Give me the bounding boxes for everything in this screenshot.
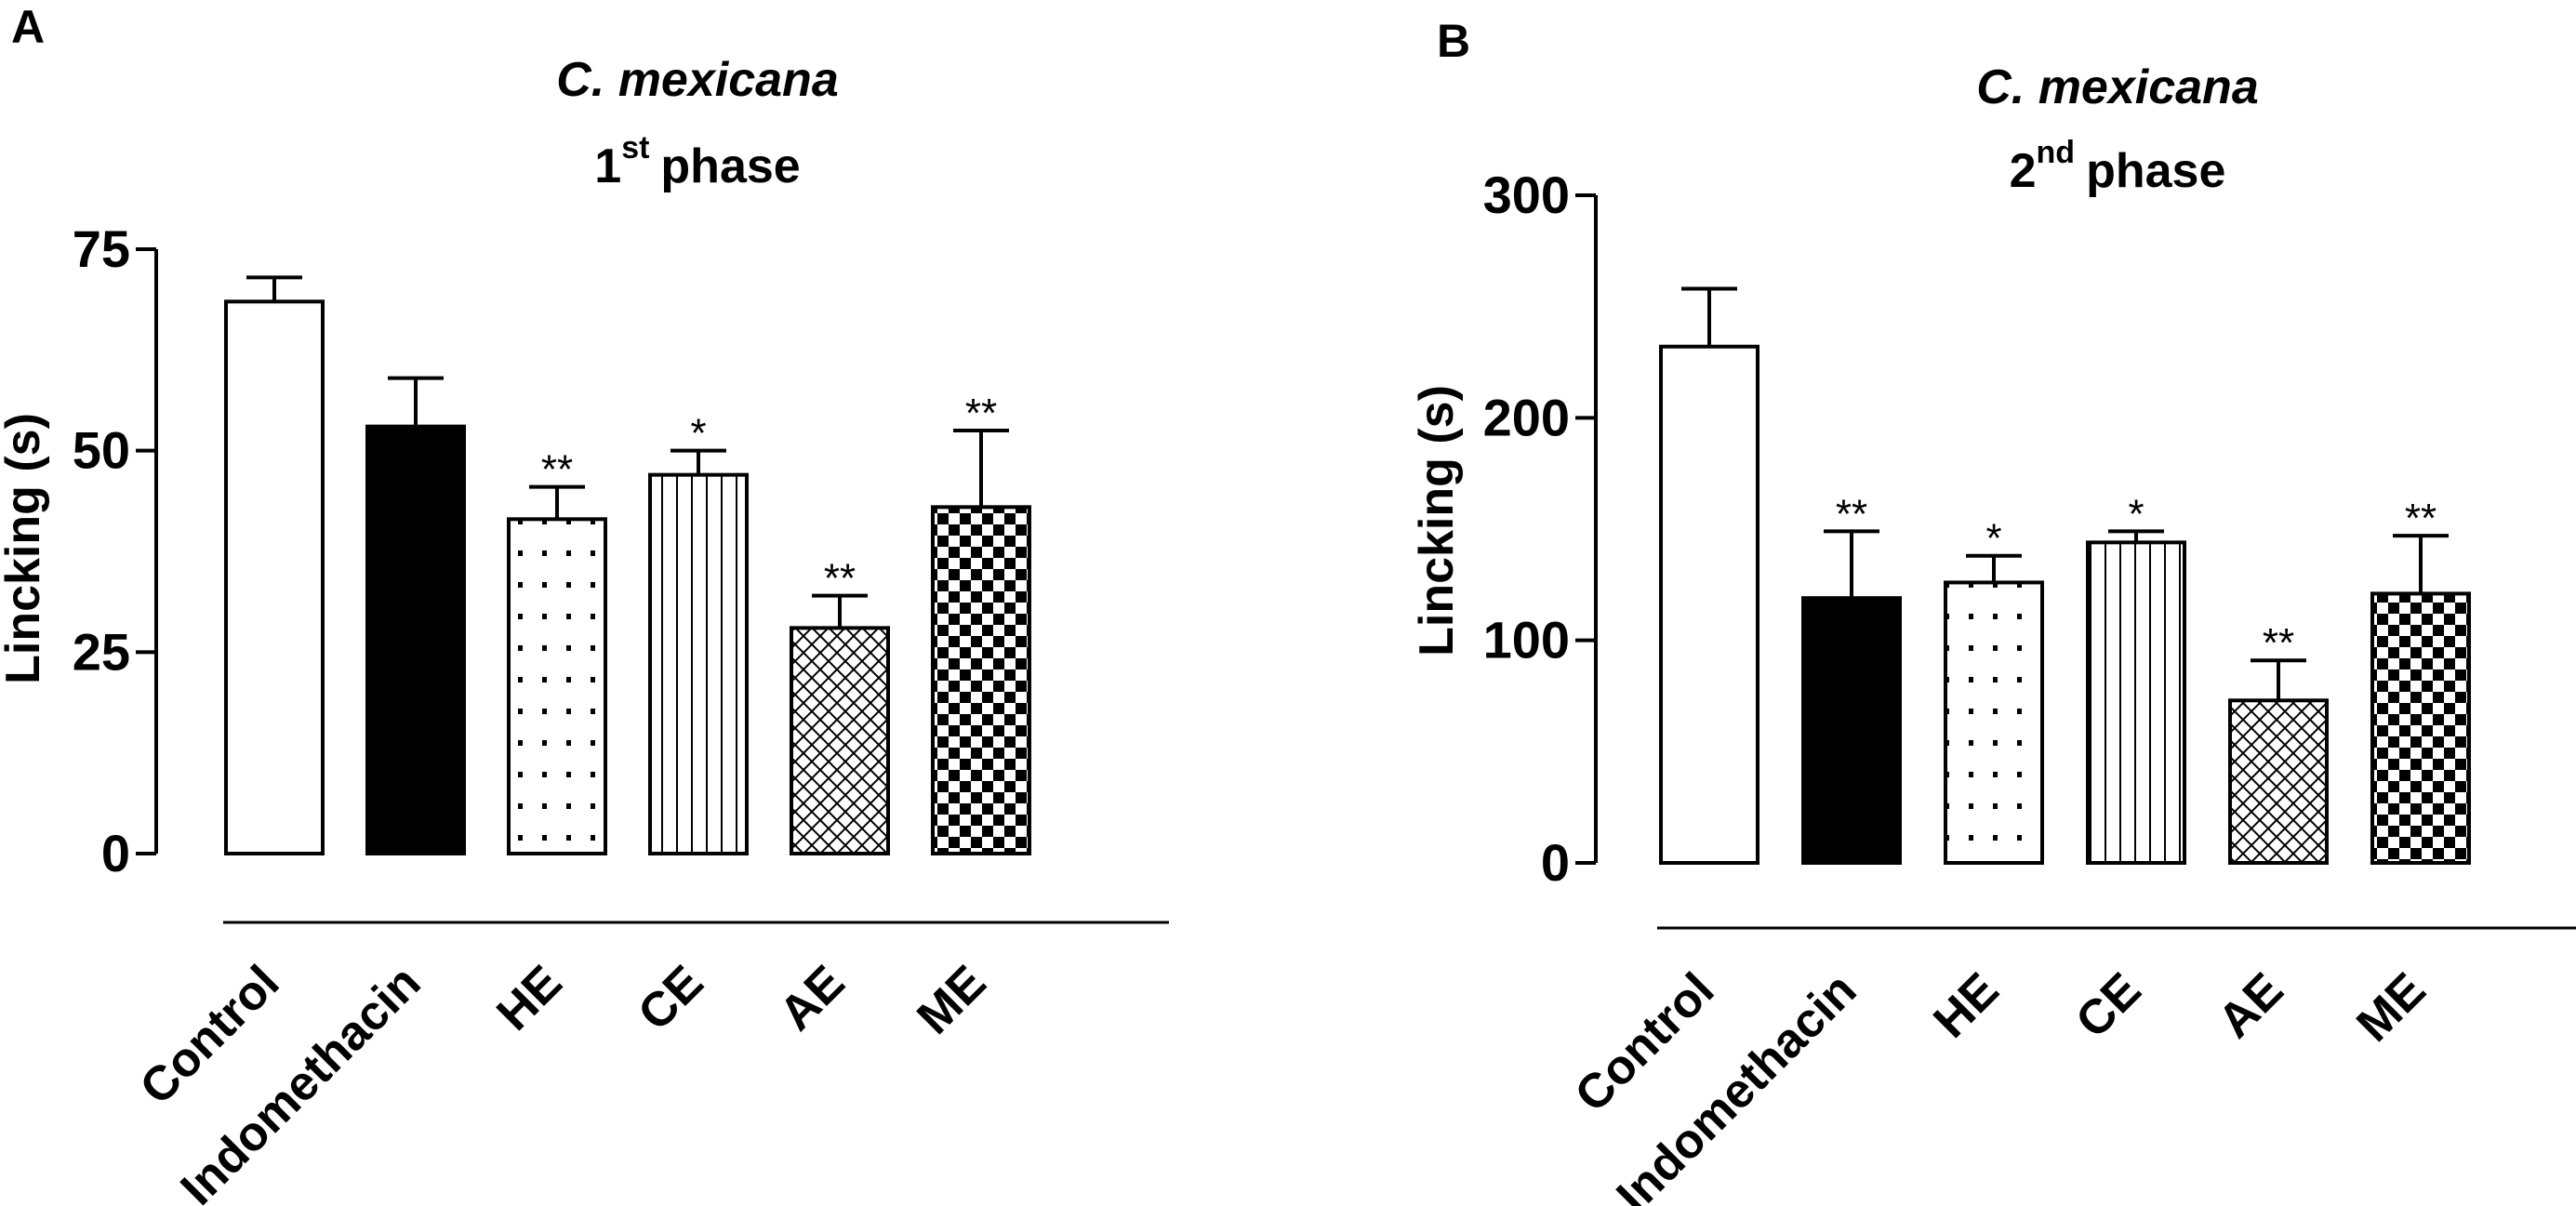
bar-ce — [2086, 540, 2186, 865]
significance-marker: ** — [965, 391, 997, 436]
panel-a-title-phase: 1st phase — [594, 130, 800, 193]
panel-a-label: A — [11, 1, 45, 53]
bar-he — [507, 517, 607, 855]
bar-me — [2370, 591, 2471, 865]
significance-marker: ** — [1836, 491, 1867, 537]
panel-b: B C. mexicana 2nd phase Lincking (s) — [1410, 15, 2259, 656]
bar-control — [1659, 344, 1759, 866]
panel-b-title-ordinal: 2 — [2010, 144, 2037, 198]
bar-control — [224, 299, 325, 856]
x-category-label: AE — [769, 955, 855, 1040]
y-tick-label: 75 — [73, 219, 130, 278]
significance-marker: ** — [2263, 620, 2294, 666]
panel-b-title-species: C. mexicana — [1976, 60, 2259, 114]
significance-marker: ** — [824, 556, 856, 602]
error-bar — [671, 448, 726, 475]
x-category-label: CE — [628, 955, 713, 1040]
significance-marker: * — [690, 411, 706, 457]
error-bar — [529, 484, 585, 520]
panel-a-title-word: phase — [660, 139, 800, 193]
x-category-label: AE — [2208, 962, 2293, 1048]
panel-b-y-axis-label: Lincking (s) — [1410, 385, 1464, 656]
panel-b-title-phase: 2nd phase — [2010, 135, 2226, 198]
error-bar — [2251, 658, 2306, 701]
panel-a-plot: 0255075ControlIndomethacin**HE*CE**AE**M… — [73, 219, 1169, 1206]
x-category-label: Indomethacin — [1606, 962, 1866, 1206]
significance-marker: * — [1985, 516, 2001, 562]
x-category-label: ME — [907, 955, 996, 1044]
y-tick-label: 25 — [73, 622, 130, 681]
y-tick-label: 0 — [1541, 833, 1570, 892]
error-bar — [1681, 286, 1737, 347]
error-bar — [388, 376, 444, 427]
bar-indomethacin — [365, 424, 466, 855]
bar-ce — [648, 472, 749, 855]
panel-b-title-word: phase — [2086, 144, 2225, 198]
error-bar — [246, 275, 302, 302]
bar-indomethacin — [1801, 596, 1902, 866]
y-tick-label: 200 — [1483, 388, 1570, 446]
panel-a-title-species: C. mexicana — [556, 53, 839, 107]
error-bar — [1824, 529, 1879, 599]
panel-a-y-axis-label: Lincking (s) — [0, 413, 50, 684]
error-bar — [2108, 529, 2164, 543]
bar-ae — [2228, 698, 2329, 866]
significance-marker: * — [2128, 491, 2144, 537]
panel-b-title-sup: nd — [2037, 135, 2076, 170]
error-bar — [2393, 534, 2449, 594]
y-tick-label: 300 — [1483, 166, 1570, 224]
panel-a-title-sup: st — [621, 130, 649, 166]
x-category-label: HE — [486, 955, 572, 1040]
y-tick-label: 0 — [101, 824, 130, 882]
bar-me — [931, 505, 1031, 855]
significance-marker: ** — [541, 447, 573, 493]
x-category-label: Indomethacin — [170, 955, 431, 1206]
x-category-label: ME — [2346, 962, 2436, 1052]
x-category-label: HE — [1923, 962, 2009, 1048]
error-bar — [812, 593, 868, 629]
panel-a-title-ordinal: 1 — [594, 139, 621, 193]
panel-b-plot: 0100200300Control**Indomethacin*HE*CE**A… — [1483, 166, 2576, 1206]
significance-marker: ** — [2405, 496, 2437, 541]
panel-a: A C. mexicana 1st phase Lincking (s) — [0, 1, 839, 684]
bar-he — [1944, 580, 2044, 865]
panel-b-label: B — [1437, 15, 1470, 67]
y-tick-label: 50 — [73, 421, 130, 480]
error-bar — [953, 429, 1009, 508]
y-tick-label: 100 — [1483, 611, 1570, 669]
x-category-label: CE — [2065, 962, 2151, 1048]
error-bar — [1966, 553, 2022, 583]
bar-ae — [790, 626, 890, 855]
